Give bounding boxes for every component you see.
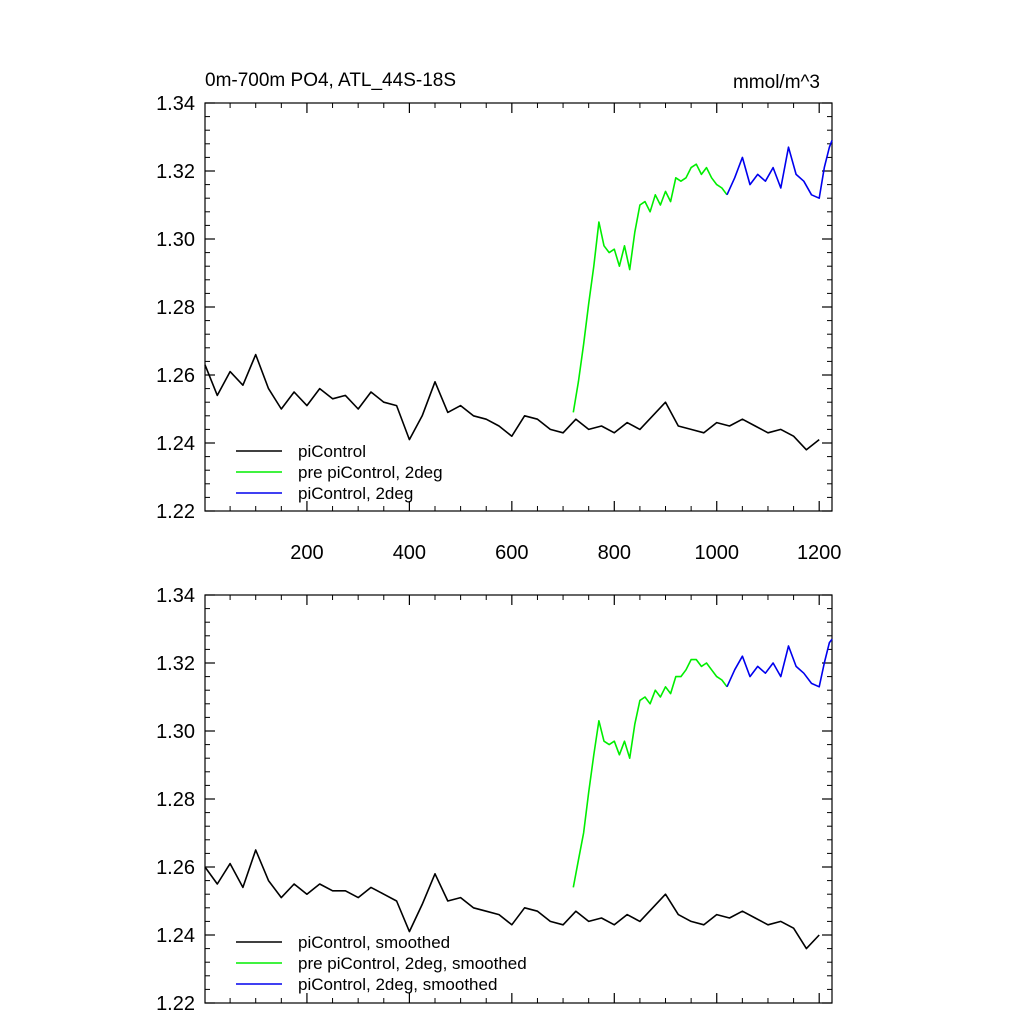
y-tick-label: 1.22 [156, 993, 195, 1015]
series-line-1 [204, 849, 820, 950]
legend-label: piControl [298, 442, 366, 461]
y-tick-label: 1.26 [156, 365, 195, 387]
y-tick-label: 1.32 [156, 161, 195, 183]
legend: piControl, smoothed pre piControl, 2deg, … [236, 933, 527, 994]
y-tick-label: 1.28 [156, 789, 195, 811]
series-line-3 [726, 638, 833, 688]
legend-label: pre piControl, 2deg [298, 463, 443, 482]
legend-label: piControl, 2deg, smoothed [298, 975, 497, 994]
y-tick-label: 1.30 [156, 229, 195, 251]
chart-title: 0m-700m PO4, ATL_44S-18S [205, 70, 456, 91]
y-tick-label: 1.26 [156, 857, 195, 879]
x-tick-label: 200 [290, 542, 323, 564]
y-tick-label: 1.24 [156, 925, 195, 947]
x-tick-label: 400 [393, 542, 426, 564]
units-label: mmol/m^3 [733, 72, 820, 93]
x-tick-label: 1000 [694, 542, 739, 564]
legend-label: piControl, 2deg [298, 484, 413, 503]
y-tick-label: 1.30 [156, 721, 195, 743]
x-tick-label: 600 [495, 542, 528, 564]
x-tick-label: 800 [598, 542, 631, 564]
chart-panel-2: 1.22 1.24 1.26 1.28 1.30 1.32 1.34 piControl, s… [156, 585, 833, 1015]
legend-label: piControl, smoothed [298, 933, 450, 952]
legend-label: pre piControl, 2deg, smoothed [298, 954, 527, 973]
y-tick-label: 1.32 [156, 653, 195, 675]
y-tick-label: 1.24 [156, 433, 195, 455]
chart-panel-1: 1.22 1.24 1.26 1.28 1.30 1.32 1.34 200 400 600 800… [156, 70, 841, 564]
y-tick-label: 1.34 [156, 585, 195, 607]
series-line-2 [572, 163, 728, 413]
legend: piControl pre piControl, 2deg piControl, 2… [236, 442, 443, 503]
series-line-2 [572, 658, 728, 888]
y-tick-label: 1.22 [156, 501, 195, 523]
y-tick-label: 1.28 [156, 297, 195, 319]
y-tick-label: 1.34 [156, 93, 195, 115]
series-line-1 [204, 353, 820, 451]
x-tick-label: 1200 [797, 542, 842, 564]
series-line-3 [726, 140, 833, 199]
